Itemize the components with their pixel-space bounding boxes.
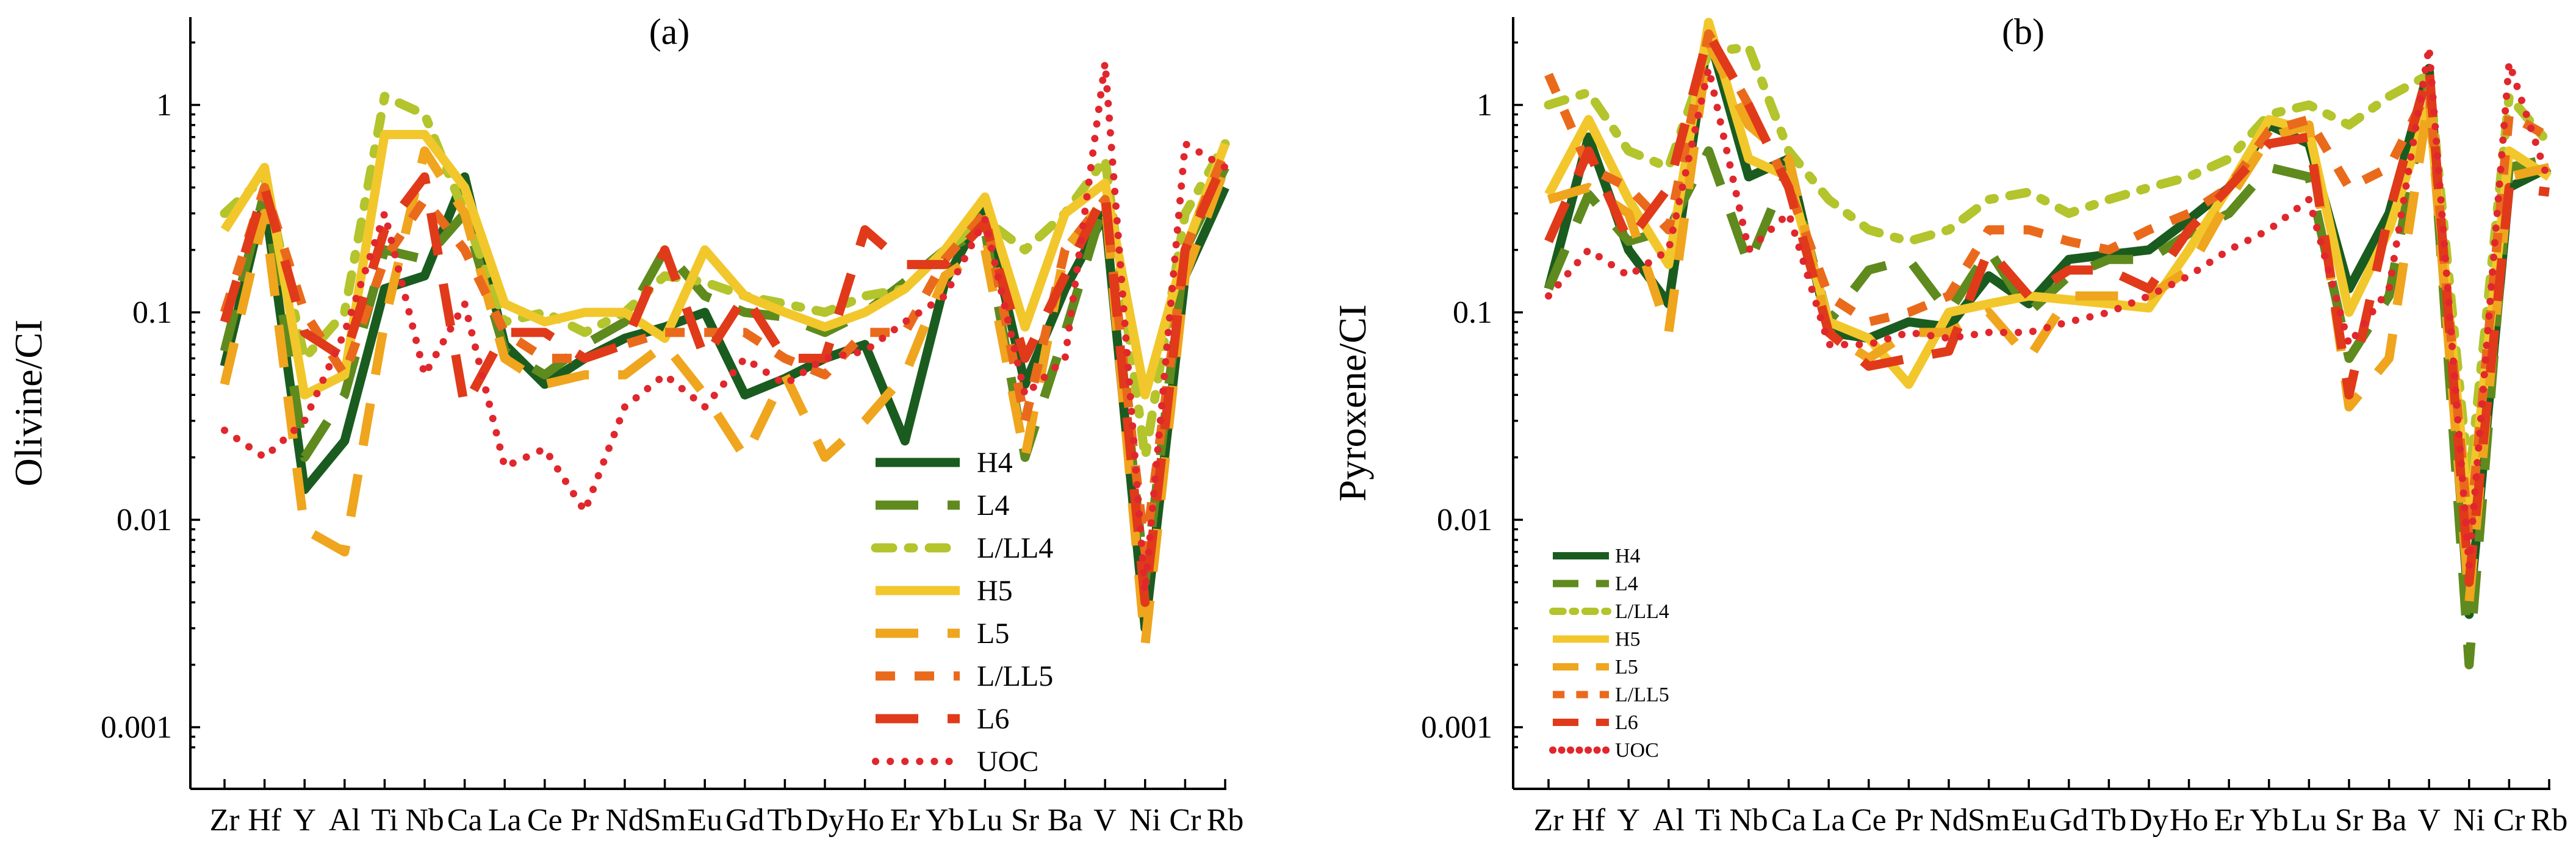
panel-a-olivine: 1 0.1 0.01 0.001 Zr Hf Y Al Ti Nb Ca La Ce Pr Nd Sm Eu Gd… bbox=[7, 12, 1243, 838]
legend-label-l4: L4 bbox=[977, 489, 1009, 522]
x-tick-label-er: Er bbox=[890, 803, 920, 838]
series-group bbox=[1544, 18, 2554, 670]
legend-label-l-ll4: L/LL4 bbox=[1615, 600, 1669, 623]
x-tick-label-zr: Zr bbox=[1533, 803, 1563, 838]
legend-label-l5: L5 bbox=[977, 617, 1009, 650]
x-tick-label-ba: Ba bbox=[2372, 803, 2407, 838]
x-tick-label-sm: Sm bbox=[644, 803, 686, 838]
x-tick-label-v: V bbox=[2417, 803, 2441, 838]
y-tick-label: 0.001 bbox=[1421, 710, 1492, 745]
y-tick-label: 0.1 bbox=[1453, 295, 1492, 330]
y-axis-label: Olivine/CI bbox=[7, 320, 50, 487]
x-tick-label-gd: Gd bbox=[725, 803, 765, 838]
x-tick-label-pr: Pr bbox=[1894, 803, 1923, 838]
x-tick-label-yb: Yb bbox=[926, 803, 965, 838]
series-line-l6 bbox=[220, 157, 1229, 607]
legend-label-l-ll5: L/LL5 bbox=[1615, 684, 1669, 706]
x-tick-label-eu: Eu bbox=[687, 803, 722, 838]
x-tick-label-sr: Sr bbox=[1011, 803, 1039, 838]
x-tick-label-yb: Yb bbox=[2250, 803, 2289, 838]
x-tick-label-sr: Sr bbox=[2335, 803, 2363, 838]
y-tick-label: 0.1 bbox=[132, 295, 172, 330]
series-line-l4 bbox=[220, 165, 1229, 587]
x-tick-label-rb: Rb bbox=[1207, 803, 1244, 838]
x-tick-label-eu: Eu bbox=[2011, 803, 2046, 838]
x-tick-label-tb: Tb bbox=[768, 803, 803, 838]
x-tick-label-la: La bbox=[1812, 803, 1846, 838]
x-tick-label-dy: Dy bbox=[2129, 803, 2168, 838]
x-tick-label-zr: Zr bbox=[209, 803, 239, 838]
series-line-l-ll5 bbox=[220, 149, 1229, 557]
legend-label-h4: H4 bbox=[977, 447, 1013, 479]
series-line-uoc bbox=[1545, 43, 2553, 570]
x-tick-label-nd: Nd bbox=[605, 803, 644, 838]
y-tick-label: 0.01 bbox=[117, 503, 172, 537]
series-line-l-ll4 bbox=[220, 92, 1230, 462]
legend-label-l5: L5 bbox=[1615, 656, 1638, 678]
x-tick-label-hf: Hf bbox=[1572, 803, 1606, 838]
x-tick-label-y: Y bbox=[293, 803, 316, 838]
x-tick-label-gd: Gd bbox=[2049, 803, 2089, 838]
series-group bbox=[220, 59, 1230, 650]
y-axis-label: Pyroxene/CI bbox=[1331, 304, 1374, 502]
legend: H4 L4 L/LL4 H5 L5 L/LL5 L6 UOC bbox=[871, 447, 1053, 778]
y-tick-label: 0.001 bbox=[101, 710, 172, 745]
legend: H4 L4 L/LL4 H5 L5 L/LL5 L6 UOC bbox=[1549, 545, 1669, 762]
legend-label-l4: L4 bbox=[1615, 573, 1638, 595]
y-tick-label: 1 bbox=[1477, 88, 1492, 123]
legend-label-uoc: UOC bbox=[977, 746, 1038, 778]
panel-title: (a) bbox=[649, 12, 690, 52]
x-tick-label-nb: Nb bbox=[405, 803, 444, 838]
x-tick-label-ti: Ti bbox=[1695, 803, 1722, 838]
series-line-uoc bbox=[221, 59, 1229, 595]
x-tick-label-ce: Ce bbox=[527, 803, 563, 838]
x-tick-label-cr: Cr bbox=[2493, 803, 2525, 838]
x-tick-label-lu: Lu bbox=[2292, 803, 2327, 838]
x-tick-label-la: La bbox=[488, 803, 522, 838]
x-tick-label-ti: Ti bbox=[371, 803, 398, 838]
x-tick-label-ce: Ce bbox=[1851, 803, 1887, 838]
x-tick-label-nd: Nd bbox=[1929, 803, 1968, 838]
x-tick-label-sm: Sm bbox=[1968, 803, 2010, 838]
legend-label-uoc: UOC bbox=[1615, 739, 1659, 762]
x-tick-label-v: V bbox=[1093, 803, 1117, 838]
legend-label-l6: L6 bbox=[977, 703, 1009, 735]
panel-b-pyroxene: 1 0.1 0.01 0.001 Zr Hf Y Al Ti Nb Ca La Ce Pr Nd Sm Eu Gd… bbox=[1331, 12, 2567, 838]
series-line-h5 bbox=[220, 130, 1230, 400]
x-tick-label-hf: Hf bbox=[248, 803, 282, 838]
panel-title: (b) bbox=[2002, 12, 2045, 52]
x-tick-label-ho: Ho bbox=[2170, 803, 2209, 838]
x-tick-label-tb: Tb bbox=[2092, 803, 2127, 838]
x-tick-label-nb: Nb bbox=[1729, 803, 1768, 838]
x-tick-label-al: Al bbox=[329, 803, 361, 838]
legend-label-l6: L6 bbox=[1615, 711, 1638, 734]
x-tick-label-ni: Ni bbox=[2453, 803, 2485, 838]
x-tick-label-ba: Ba bbox=[1048, 803, 1083, 838]
y-tick-label: 0.01 bbox=[1437, 503, 1492, 537]
x-tick-label-al: Al bbox=[1653, 803, 1685, 838]
x-tick-label-ca: Ca bbox=[1771, 803, 1807, 838]
series-line-l5 bbox=[220, 146, 1230, 650]
x-tick-label-dy: Dy bbox=[805, 803, 844, 838]
legend-label-l-ll5: L/LL5 bbox=[977, 660, 1053, 692]
x-tick-label-rb: Rb bbox=[2531, 803, 2568, 838]
x-tick-label-pr: Pr bbox=[570, 803, 599, 838]
x-tick-label-ca: Ca bbox=[447, 803, 483, 838]
legend-label-l-ll4: L/LL4 bbox=[977, 532, 1053, 564]
y-tick-label: 1 bbox=[156, 88, 172, 123]
x-tick-label-ho: Ho bbox=[846, 803, 885, 838]
x-tick-label-cr: Cr bbox=[1169, 803, 1201, 838]
x-tick-label-er: Er bbox=[2214, 803, 2244, 838]
series-line-l6 bbox=[1544, 29, 2550, 587]
x-tick-label-y: Y bbox=[1617, 803, 1640, 838]
x-tick-label-ni: Ni bbox=[1129, 803, 1161, 838]
x-tick-label-lu: Lu bbox=[968, 803, 1003, 838]
legend-label-h5: H5 bbox=[977, 575, 1013, 607]
legend-label-h4: H4 bbox=[1615, 545, 1641, 567]
legend-label-h5: H5 bbox=[1615, 628, 1641, 651]
